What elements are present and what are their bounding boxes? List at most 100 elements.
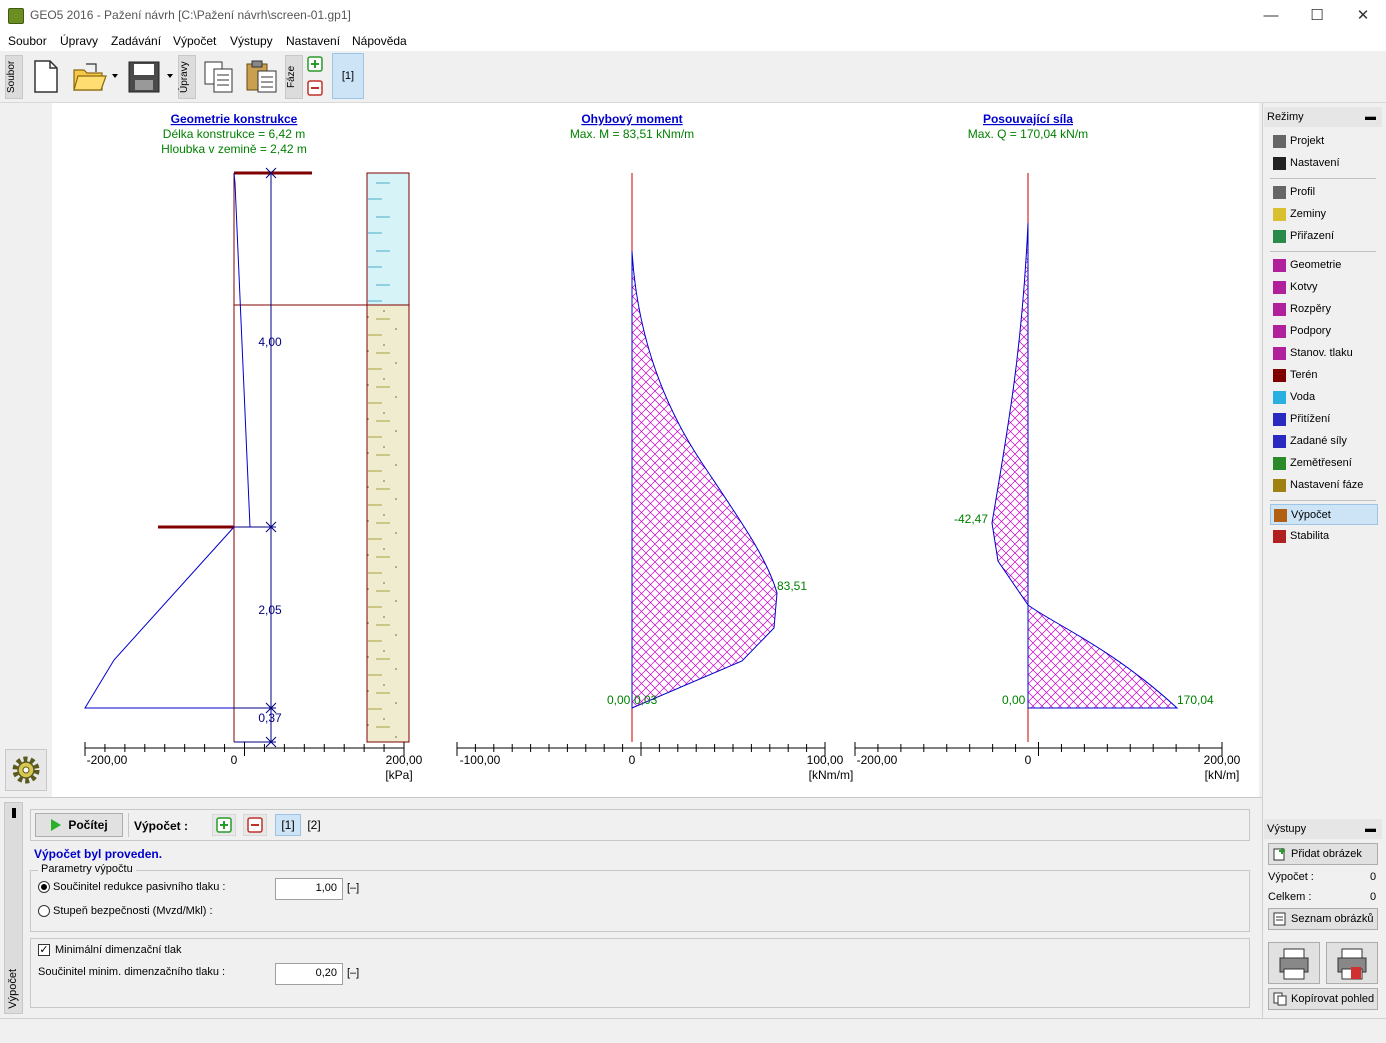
left-bar	[0, 103, 52, 797]
copy-view-button[interactable]: Kopírovat pohled	[1268, 988, 1378, 1010]
mode-item-label: Výpočet	[1291, 509, 1331, 521]
collapse-outputs-icon[interactable]: ▬	[1365, 823, 1376, 835]
menu-soubor[interactable]: Soubor	[8, 34, 47, 48]
mode-item-profil[interactable]: Profil	[1270, 182, 1378, 203]
phase-1-button[interactable]: [1]	[332, 53, 364, 99]
copy-icon[interactable]	[203, 60, 235, 94]
moment-bottom-label-2: 0,03	[634, 693, 658, 707]
mode-item-voda[interactable]: Voda	[1270, 387, 1378, 408]
menu-nastaveni[interactable]: Nastavení	[286, 34, 341, 48]
min-coef-label: Součinitel minim. dimenzačního tlaku :	[38, 966, 226, 978]
shear-max-label: 170,04	[1177, 693, 1214, 707]
print-button[interactable]	[1268, 942, 1320, 984]
play-icon	[51, 819, 61, 831]
mode-item-stabilita[interactable]: Stabilita	[1270, 526, 1378, 547]
calculation-status: Výpočet byl proveden.	[34, 847, 163, 861]
mode-item-zemetreseni[interactable]: Zemětřesení	[1270, 453, 1378, 474]
nastaveni-icon	[1273, 157, 1286, 170]
mode-item-vypocet[interactable]: Výpočet	[1270, 504, 1378, 525]
collapse-modes-icon[interactable]: ▬	[1365, 111, 1376, 123]
mode-item-prirazeni[interactable]: Přiřazení	[1270, 226, 1378, 247]
minimize-button[interactable]: —	[1263, 7, 1279, 24]
add-phase-icon[interactable]	[307, 56, 323, 72]
save-icon[interactable]	[127, 60, 177, 94]
radio-passive-reduction-label: Součinitel redukce pasivního tlaku :	[53, 881, 226, 893]
mode-item-label: Přitížení	[1290, 413, 1331, 425]
mode-item-stanov-tlaku[interactable]: Stanov. tlaku	[1270, 343, 1378, 364]
mode-item-label: Stanov. tlaku	[1290, 347, 1353, 359]
zemetreseni-icon	[1273, 457, 1286, 470]
mode-item-label: Podpory	[1290, 325, 1331, 337]
geometry-tick-max: 200,00	[386, 753, 423, 767]
copy-view-label: Kopírovat pohled	[1291, 993, 1375, 1005]
mode-item-geometrie[interactable]: Geometrie	[1270, 255, 1378, 276]
nastaveni-faze-icon	[1273, 479, 1286, 492]
calculation-tab[interactable]: Výpočet	[4, 802, 23, 1014]
run-calculation-button[interactable]: Počítej	[35, 813, 123, 837]
pin-icon[interactable]	[12, 808, 16, 818]
mode-item-pritizeni[interactable]: Přitížení	[1270, 409, 1378, 430]
mode-item-rozpery[interactable]: Rozpěry	[1270, 299, 1378, 320]
menu-zadavani[interactable]: Zadávání	[111, 34, 162, 48]
remove-phase-icon[interactable]	[307, 80, 323, 96]
settings-button[interactable]	[5, 749, 47, 791]
dimension-2: 2,05	[258, 603, 282, 617]
menu-vystupy[interactable]: Výstupy	[230, 34, 273, 48]
close-button[interactable]: ✕	[1356, 7, 1370, 24]
projekt-icon	[1273, 135, 1286, 148]
drawing-canvas[interactable]: Geometrie konstrukce Délka konstrukce = …	[52, 103, 1259, 797]
mode-item-kotvy[interactable]: Kotvy	[1270, 277, 1378, 298]
moment-diagram	[631, 250, 778, 709]
mode-item-nastaveni[interactable]: Nastavení	[1270, 153, 1378, 174]
mode-item-nastaveni-faze[interactable]: Nastavení fáze	[1270, 475, 1378, 496]
menu-napoveda[interactable]: Nápověda	[352, 34, 407, 48]
new-file-icon[interactable]	[32, 60, 60, 94]
image-list-label: Seznam obrázků	[1291, 913, 1374, 925]
toolbar-tab-soubor[interactable]: Soubor	[5, 55, 23, 99]
paste-icon[interactable]	[245, 60, 279, 94]
image-list-button[interactable]: Seznam obrázků	[1268, 908, 1378, 930]
mode-item-label: Zeminy	[1290, 208, 1327, 220]
menu-vypocet[interactable]: Výpočet	[173, 34, 217, 48]
calc-phase-2[interactable]: [2]	[307, 818, 321, 832]
calc-phase-1[interactable]: [1]	[275, 814, 301, 836]
passive-reduction-input[interactable]: 1,00	[275, 878, 343, 900]
mode-item-label: Terén	[1290, 369, 1318, 381]
dimension-3: 0,37	[258, 711, 282, 725]
maximize-button[interactable]: ☐	[1310, 7, 1324, 24]
print-preview-button[interactable]	[1326, 942, 1378, 984]
mode-item-zeminy[interactable]: Zeminy	[1270, 204, 1378, 225]
remove-calc-phase-icon[interactable]	[243, 814, 267, 836]
open-folder-icon[interactable]	[72, 60, 120, 94]
geometry-axis	[84, 742, 405, 756]
shear-tick-min: -200,00	[857, 753, 898, 767]
calculation-tab-label: Výpočet	[7, 969, 19, 1009]
geometry-unit: [kPa]	[385, 768, 412, 782]
calculation-panel	[0, 797, 1262, 1043]
add-image-button[interactable]: Přidat obrázek	[1268, 843, 1378, 865]
min-coef-input[interactable]: 0,20	[275, 963, 343, 985]
toolbar-tab-upravy[interactable]: Úpravy	[178, 55, 196, 99]
moment-max-label: 83,51	[777, 579, 807, 593]
menu-bar	[0, 31, 1386, 51]
min-pressure-label: Minimální dimenzační tlak	[55, 944, 182, 956]
mode-item-label: Kotvy	[1290, 281, 1318, 293]
radio-safety-factor[interactable]	[38, 905, 50, 917]
min-pressure-checkbox[interactable]: ✓	[38, 944, 50, 956]
geometry-tick-min: -200,00	[87, 753, 128, 767]
shear-unit: [kN/m]	[1205, 768, 1240, 782]
mode-item-teren[interactable]: Terén	[1270, 365, 1378, 386]
toolbar-tab-faze[interactable]: Fáze	[285, 55, 303, 99]
add-calc-phase-icon[interactable]	[212, 814, 236, 836]
mode-item-label: Nastavení fáze	[1290, 479, 1364, 491]
results-svg: Geometrie konstrukce Délka konstrukce = …	[84, 112, 1241, 782]
mode-item-zadane-sily[interactable]: Zadané síly	[1270, 431, 1378, 452]
radio-passive-reduction[interactable]	[38, 881, 50, 893]
shear-diagram-negative	[991, 222, 1029, 607]
menu-upravy[interactable]: Úpravy	[60, 34, 99, 48]
outputs-calc-value: 0	[1370, 871, 1377, 883]
profil-icon	[1273, 186, 1286, 199]
mode-item-projekt[interactable]: Projekt	[1270, 131, 1378, 152]
mode-item-podpory[interactable]: Podpory	[1270, 321, 1378, 342]
podpory-icon	[1273, 325, 1286, 338]
